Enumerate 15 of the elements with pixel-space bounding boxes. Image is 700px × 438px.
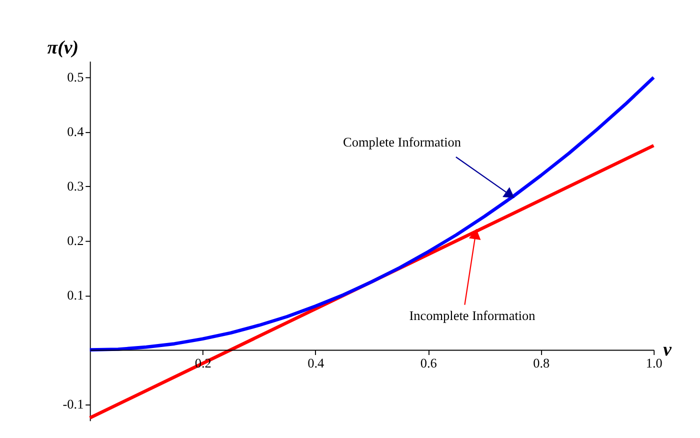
y-tick-label: 0.3 <box>67 178 84 194</box>
y-axis-title: π(ν) <box>47 38 79 59</box>
y-tick-label: -0.1 <box>62 396 84 412</box>
y-tick-label: 0.5 <box>67 70 84 85</box>
annotation: Complete Information <box>343 134 462 150</box>
annotation: Incomplete Information <box>409 308 536 323</box>
line-series <box>88 76 656 352</box>
x-axis-title: ν <box>663 339 672 360</box>
y-tick-label: 0.4 <box>67 124 84 140</box>
x-tick-label: 0.8 <box>533 355 550 370</box>
x-tick-label: 0.6 <box>420 355 438 370</box>
y-tick-label: 0.2 <box>67 233 84 248</box>
x-tick-label: 0.4 <box>308 355 325 370</box>
x-tick-label: 1.0 <box>646 355 663 370</box>
y-tick-label: 0.1 <box>67 288 84 303</box>
